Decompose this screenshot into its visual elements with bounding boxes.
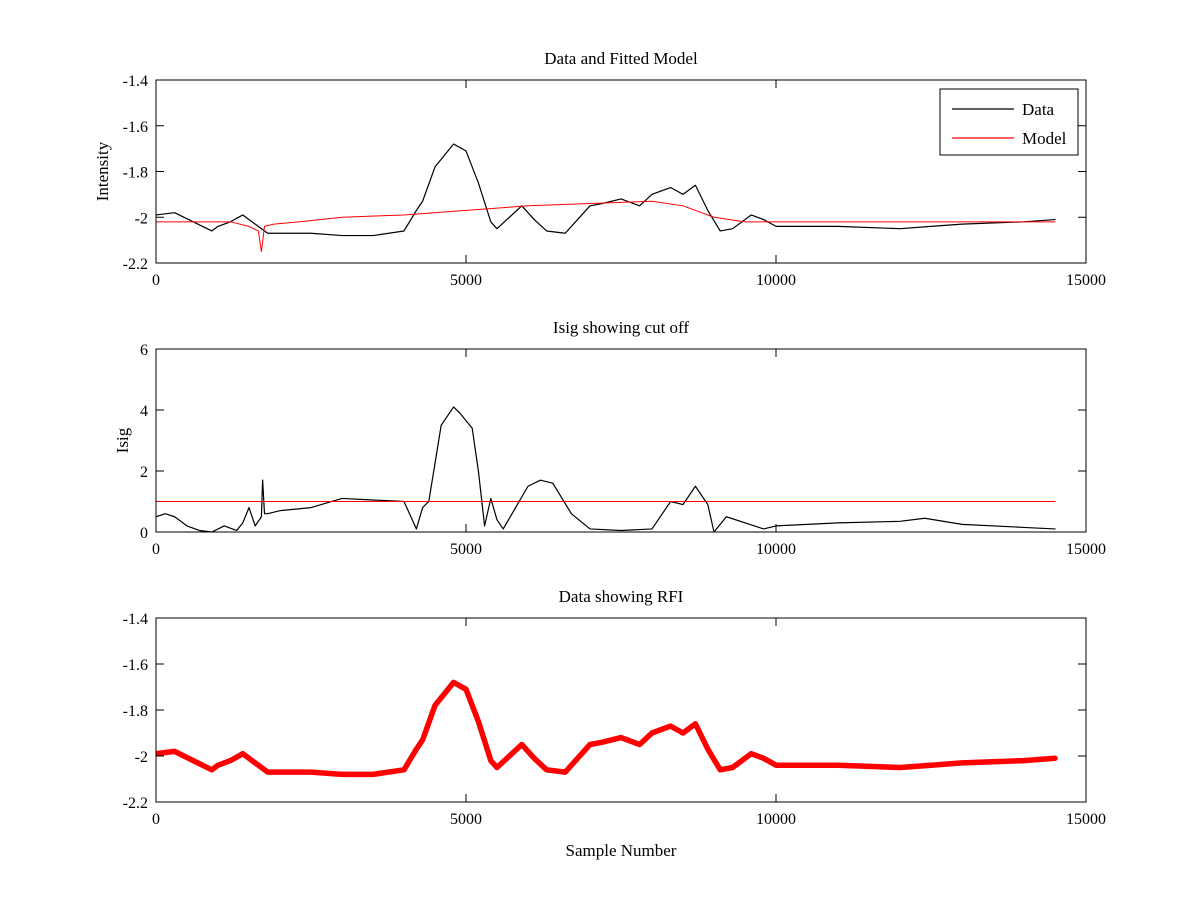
series-line-data <box>156 143 1056 237</box>
legend-box <box>939 88 1079 156</box>
series-line-1 <box>156 406 1056 532</box>
y-tick-label: -1.8 <box>123 165 148 182</box>
y-axis-label: Intensity <box>93 141 112 201</box>
x-tick-label: 5000 <box>450 811 482 828</box>
x-tick-label: 15000 <box>1066 541 1106 558</box>
y-tick-label: 2 <box>140 464 148 481</box>
y-tick-label: -1.4 <box>123 611 148 628</box>
x-tick-label: 5000 <box>450 272 482 289</box>
legend-label: Data <box>1022 100 1055 119</box>
x-tick-label: 10000 <box>756 811 796 828</box>
legend-label: Model <box>1022 129 1067 148</box>
subplot-title: Isig showing cut off <box>553 318 689 337</box>
x-tick-label: 0 <box>152 272 160 289</box>
series-line-1 <box>156 679 1058 778</box>
y-tick-label: 0 <box>140 525 148 542</box>
y-tick-label: -1.8 <box>123 703 148 720</box>
y-tick-label: -2.2 <box>123 795 148 812</box>
y-tick-label: 4 <box>140 403 148 420</box>
x-tick-label: 0 <box>152 811 160 828</box>
y-tick-label: -2 <box>135 210 148 227</box>
x-axis-label: Sample Number <box>566 841 677 860</box>
y-tick-label: -1.6 <box>123 657 148 674</box>
y-tick-label: -2.2 <box>123 256 148 273</box>
subplot-title: Data showing RFI <box>559 587 684 606</box>
axes-frame <box>155 348 1087 533</box>
y-tick-label: -1.6 <box>123 119 148 136</box>
legend: Data Model <box>939 88 1079 156</box>
series-line-model <box>156 200 1056 253</box>
subplot-3: 0 5000 10000 15000 -2.2 -2 -1.8 -1.6 -1.4 Data sh… <box>123 587 1106 860</box>
x-tick-label: 15000 <box>1066 272 1106 289</box>
x-tick-label: 0 <box>152 541 160 558</box>
x-tick-label: 10000 <box>756 272 796 289</box>
subplot-2: 0 5000 10000 15000 0 2 4 6 Isig showing cut off I… <box>113 318 1106 558</box>
y-tick-label: -1.4 <box>123 73 148 90</box>
x-tick-label: 5000 <box>450 541 482 558</box>
x-tick-label: 10000 <box>756 541 796 558</box>
y-tick-label: 6 <box>140 342 148 359</box>
subplot-1: 0 5000 10000 15000 -2.2 -2 -1.8 -1.6 -1.4 Data an… <box>93 49 1106 289</box>
x-tick-label: 15000 <box>1066 811 1106 828</box>
y-tick-label: -2 <box>135 749 148 766</box>
subplot-title: Data and Fitted Model <box>544 49 698 68</box>
y-axis-label: Isig <box>113 427 132 453</box>
